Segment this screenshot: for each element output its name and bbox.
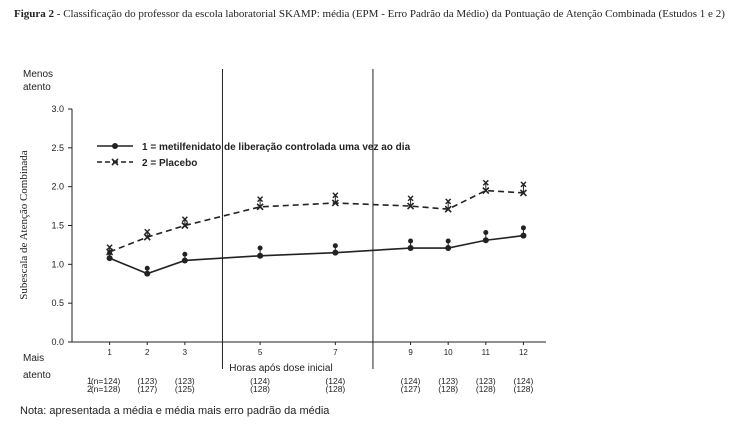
error-cap-dot	[257, 245, 263, 251]
error-cap-x	[332, 192, 339, 199]
data-point-placebo	[181, 221, 189, 230]
n-count-metilfenidato: (124)	[325, 376, 345, 386]
x-tick-label: 2	[145, 348, 150, 357]
error-cap-dot	[520, 225, 526, 231]
x-tick-label: 5	[258, 348, 263, 357]
data-point-placebo	[256, 203, 264, 211]
n-count-placebo: (128)	[250, 384, 270, 394]
n-count-placebo: (128)	[438, 384, 458, 394]
error-cap-x	[482, 179, 489, 186]
error-cap-x	[181, 216, 188, 223]
error-cap-x	[144, 228, 151, 235]
error-cap-dot	[483, 229, 489, 235]
error-cap-dot	[445, 238, 451, 244]
x-axis-title: Horas após dose inicial	[229, 363, 332, 374]
n-count-placebo: (128)	[325, 384, 345, 394]
y-tick-label: 2.0	[51, 182, 64, 192]
figure-caption: Figura 2 - Classificação do professor da…	[14, 7, 726, 22]
series-line-metilfenidato	[109, 234, 524, 275]
error-cap-dot	[144, 265, 150, 271]
data-point-placebo	[519, 189, 527, 197]
data-point-metilfenidato	[181, 257, 188, 264]
n-count-metilfenidato: (123)	[175, 376, 195, 386]
data-point-placebo	[482, 186, 490, 195]
x-tick-label: 3	[183, 348, 188, 357]
error-cap-x	[520, 181, 527, 188]
figure-label: Figura 2	[14, 8, 55, 20]
bottom-label-line2: atento	[23, 370, 51, 381]
y-tick-label: 0.5	[51, 298, 64, 308]
error-cap-dot	[332, 243, 338, 249]
n-count-placebo: (127)	[137, 384, 157, 394]
x-tick-label: 11	[482, 348, 491, 357]
n-count-metilfenidato: (123)	[438, 376, 458, 386]
y-axis-title: Subescala de Atenção Combinada	[18, 150, 30, 299]
x-tick-label: 12	[519, 348, 528, 357]
data-point-metilfenidato	[332, 249, 339, 256]
n-row-label-1: 1	[87, 376, 92, 386]
data-point-metilfenidato	[520, 232, 527, 239]
n-count-metilfenidato: (124)	[250, 376, 270, 386]
n-count-placebo: (n=128)	[91, 384, 121, 394]
x-tick-label: 1	[107, 348, 112, 357]
n-count-metilfenidato: (123)	[137, 376, 157, 386]
n-count-metilfenidato: (n=124)	[91, 376, 121, 386]
data-point-metilfenidato	[407, 245, 414, 252]
y-tick-label: 1.5	[51, 221, 64, 231]
n-count-placebo: (128)	[476, 384, 496, 394]
x-tick-label: 10	[444, 348, 453, 357]
n-count-placebo: (128)	[514, 384, 534, 394]
data-point-placebo	[444, 205, 452, 213]
y-tick-label: 2.5	[51, 143, 64, 153]
y-tick-label: 1.0	[51, 259, 64, 269]
top-label-line1: Menos	[23, 69, 53, 80]
top-label-line2: atento	[23, 82, 51, 93]
data-point-metilfenidato	[144, 270, 151, 277]
n-count-placebo: (125)	[175, 384, 195, 394]
legend-label-placebo: 2 = Placebo	[142, 158, 197, 169]
error-cap-x	[257, 196, 264, 203]
data-point-metilfenidato	[257, 252, 264, 259]
chart-note: Nota: apresentada a média e média mais e…	[20, 405, 330, 417]
legend-marker-metilfenidato	[112, 143, 118, 149]
x-tick-label: 9	[408, 348, 413, 357]
bottom-label-line1: Mais	[23, 353, 44, 364]
n-count-metilfenidato: (123)	[476, 376, 496, 386]
x-tick-label: 7	[333, 348, 338, 357]
error-cap-dot	[182, 251, 188, 257]
error-cap-x	[407, 195, 414, 202]
y-tick-label: 0.0	[51, 337, 64, 347]
data-point-placebo	[407, 202, 415, 210]
data-point-placebo	[106, 248, 114, 256]
n-count-placebo: (127)	[401, 384, 421, 394]
data-point-placebo	[331, 199, 339, 207]
n-count-metilfenidato: (124)	[514, 376, 534, 386]
data-point-metilfenidato	[445, 245, 452, 252]
y-tick-label: 3.0	[51, 104, 64, 114]
error-cap-x	[445, 198, 452, 205]
n-row-label-2: 2	[87, 384, 92, 394]
error-cap-x	[106, 244, 113, 251]
data-point-metilfenidato	[482, 237, 489, 244]
legend-marker-placebo	[111, 158, 119, 166]
figure-caption-text: - Classificação do professor da escola l…	[54, 8, 725, 20]
data-point-placebo	[143, 233, 151, 241]
error-cap-dot	[408, 238, 414, 244]
legend-label-metilfenidato: 1 = metilfenidato de liberação controlad…	[142, 142, 411, 153]
series-line-placebo	[109, 189, 524, 253]
data-point-metilfenidato	[106, 255, 113, 262]
n-count-metilfenidato: (124)	[401, 376, 421, 386]
